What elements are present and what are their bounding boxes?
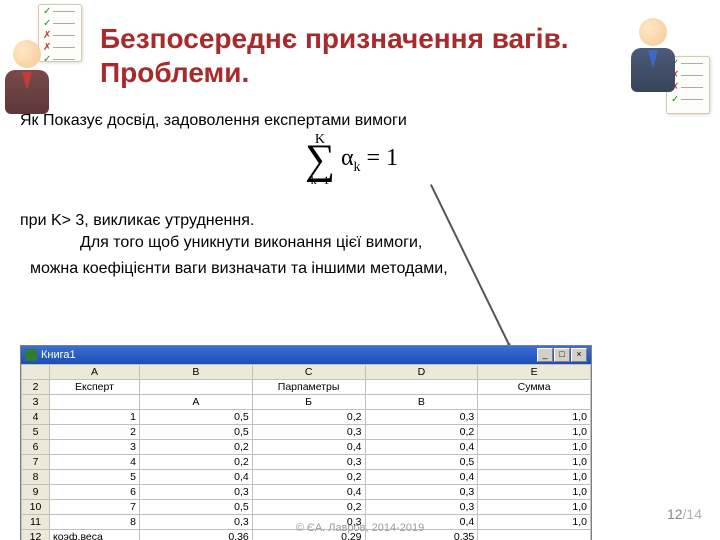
table-row: 1070,50,20,31,0 [22,500,591,515]
cell[interactable]: 1,0 [478,500,591,515]
cell[interactable]: 0,4 [365,440,478,455]
cross-icon: ✗ [43,30,53,41]
table-row: 740,20,30,51,0 [22,455,591,470]
cell[interactable]: 0,4 [140,470,253,485]
cell[interactable]: 0,2 [140,455,253,470]
cell[interactable]: 1,0 [478,440,591,455]
summation-formula: K ∑ k=1 αk = 1 [305,132,398,188]
cell[interactable]: А [140,395,253,410]
cell[interactable]: 0,5 [140,425,253,440]
page-number: 12/14 [667,506,702,522]
cell[interactable] [50,395,140,410]
check-icon: ✓ [43,6,53,17]
cell[interactable]: 0,2 [365,425,478,440]
row-header[interactable]: 6 [22,440,50,455]
cell[interactable]: 0,3 [252,425,365,440]
paragraph-1: Як Показує досвід, задоволення експертам… [20,110,580,132]
paragraph-2: при K> 3, викликає утруднення. [20,210,580,232]
cell[interactable] [365,380,478,395]
cell[interactable]: Парпаметры [252,380,365,395]
col-header[interactable]: B [140,365,253,380]
cell[interactable]: 5 [50,470,140,485]
cell[interactable]: 0,5 [140,410,253,425]
row-header[interactable]: 7 [22,455,50,470]
cell[interactable]: 2 [50,425,140,440]
col-header[interactable]: C [252,365,365,380]
row-header[interactable]: 4 [22,410,50,425]
copyright-footer: © ЄА. Лавров, 2014-2019 [0,522,720,534]
cell[interactable]: 0,3 [365,500,478,515]
cell[interactable] [478,395,591,410]
row-header[interactable]: 10 [22,500,50,515]
col-header[interactable]: E [478,365,591,380]
table-row: 520,50,30,21,0 [22,425,591,440]
formula-alpha: α [341,145,354,171]
row-header[interactable]: 3 [22,395,50,410]
cell[interactable]: 6 [50,485,140,500]
cell[interactable]: 1,0 [478,455,591,470]
formula-subscript: k [354,159,361,174]
table-row: 850,40,20,41,0 [22,470,591,485]
row-header[interactable]: 8 [22,470,50,485]
paragraph-4: можна коефіцієнти ваги визначати та інши… [30,258,590,280]
spreadsheet-window: Книга1 _□× A B C D E 2ЕкспертПарпаметрыС… [20,345,592,540]
row-header[interactable]: 2 [22,380,50,395]
check-icon: ✓ [43,18,53,29]
cell[interactable]: 0,3 [140,485,253,500]
row-header[interactable]: 5 [22,425,50,440]
table-row: 630,20,40,41,0 [22,440,591,455]
cell[interactable]: 0,4 [365,470,478,485]
cell[interactable]: 0,5 [140,500,253,515]
table-row: 3 АБВ [22,395,591,410]
cell[interactable]: 0,3 [365,410,478,425]
cell[interactable]: 1,0 [478,410,591,425]
row-header[interactable]: 9 [22,485,50,500]
sigma-symbol: ∑ [305,148,335,173]
table-row: 2Експерт Парпаметры Сумма [22,380,591,395]
cell[interactable] [140,380,253,395]
window-titlebar: Книга1 _□× [21,346,591,364]
minimize-icon[interactable]: _ [537,348,553,362]
cell[interactable]: Сумма [478,380,591,395]
cell[interactable]: 1,0 [478,470,591,485]
cell[interactable]: В [365,395,478,410]
cell[interactable]: 7 [50,500,140,515]
cell[interactable]: 0,2 [140,440,253,455]
cell[interactable]: 1,0 [478,485,591,500]
cell[interactable]: 0,2 [252,410,365,425]
maximize-icon[interactable]: □ [554,348,570,362]
corner-cell[interactable] [22,365,50,380]
cell[interactable]: Б [252,395,365,410]
workbook-title: Книга1 [41,349,76,361]
cell[interactable]: 4 [50,455,140,470]
table-row: 960,30,40,31,0 [22,485,591,500]
spreadsheet-grid: A B C D E 2ЕкспертПарпаметрыСумма3АБВ410… [21,364,591,540]
cell[interactable]: 1,0 [478,425,591,440]
person-figure-right [626,18,680,108]
slide-title: Безпосереднє призначення вагів. Проблеми… [100,22,570,89]
col-header[interactable]: D [365,365,478,380]
close-icon[interactable]: × [571,348,587,362]
cell[interactable]: 0,5 [365,455,478,470]
cell[interactable]: 1 [50,410,140,425]
col-header[interactable]: A [50,365,140,380]
excel-icon [25,349,37,361]
cell[interactable]: 0,2 [252,500,365,515]
cell[interactable]: 0,2 [252,470,365,485]
cell[interactable]: 3 [50,440,140,455]
cell[interactable]: 0,4 [252,440,365,455]
cell[interactable]: Експерт [50,380,140,395]
paragraph-3: Для того щоб уникнути виконання цієї вим… [80,232,640,254]
cell[interactable]: 0,3 [252,455,365,470]
column-header-row: A B C D E [22,365,591,380]
cell[interactable]: 0,4 [252,485,365,500]
formula-rhs: = 1 [367,145,399,171]
cell[interactable]: 0,3 [365,485,478,500]
table-row: 410,50,20,31,0 [22,410,591,425]
